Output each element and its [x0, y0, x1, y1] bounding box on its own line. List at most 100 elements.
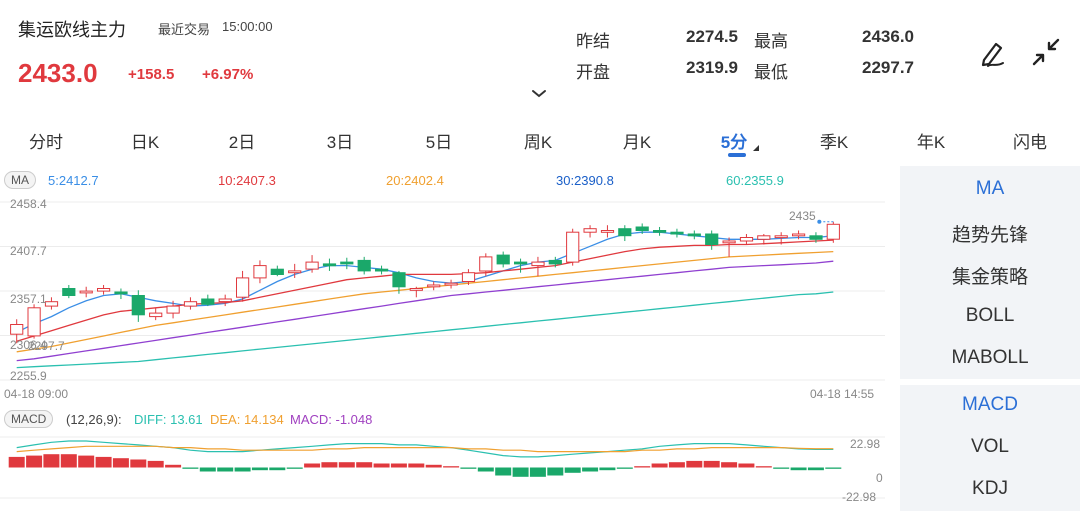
- candle-body: [444, 282, 458, 286]
- macd-bar: [721, 462, 738, 468]
- ma10-line: [16, 239, 834, 342]
- candle-body: [739, 237, 754, 242]
- macd-bar: [130, 459, 147, 468]
- macd-bar: [599, 467, 616, 471]
- candle-body: [514, 261, 528, 265]
- macd-bar: [26, 455, 43, 468]
- ma10-value: 10:2407.3: [218, 173, 276, 188]
- macd-bar: [790, 467, 807, 471]
- candle-body: [722, 240, 736, 244]
- candle-body: [705, 233, 719, 245]
- macd-bar: [373, 463, 390, 468]
- ma60-value: 60:2355.9: [726, 173, 784, 188]
- ma5-line: [16, 231, 834, 333]
- tab-2day[interactable]: 2日: [228, 133, 256, 152]
- macd-bar: [495, 467, 512, 476]
- candle-body: [340, 261, 354, 265]
- macd-bar: [443, 466, 460, 468]
- macd-bar: [616, 467, 633, 469]
- candle-body: [201, 298, 215, 305]
- candle-body: [826, 223, 840, 240]
- tab-monthly-k[interactable]: 月K: [622, 133, 652, 152]
- macd-bar: [651, 463, 668, 468]
- candle-body: [270, 268, 284, 275]
- open-value: 2319.9: [686, 58, 738, 77]
- macd-bar: [182, 467, 199, 469]
- indicator-maboll[interactable]: MABOLL: [951, 347, 1029, 368]
- price-change: +158.5: [128, 66, 175, 83]
- y-axis-top-label: 2458.4: [10, 197, 47, 211]
- macd-axis-top: 22.98: [850, 437, 881, 451]
- tab-dropdown-caret-icon[interactable]: [753, 145, 759, 151]
- ma60-line: [16, 291, 834, 369]
- macd-diff-line: [16, 440, 834, 458]
- macd-bar: [60, 454, 77, 468]
- macd-bar: [582, 467, 599, 472]
- indicator-kdj[interactable]: KDJ: [972, 478, 1008, 499]
- candle-body: [774, 235, 788, 239]
- tab-yearly-k[interactable]: 年K: [916, 133, 946, 152]
- ma30-line: [16, 260, 834, 362]
- indicator-boll[interactable]: BOLL: [965, 305, 1015, 326]
- candle-body: [79, 290, 93, 294]
- tab-5day[interactable]: 5日: [425, 133, 453, 152]
- indicator-vol[interactable]: VOL: [970, 436, 1010, 457]
- candle-body: [253, 265, 267, 279]
- ma-badge[interactable]: MA: [4, 171, 36, 189]
- macd-axis-zero: 0: [876, 471, 883, 485]
- macd-bar: [477, 467, 494, 472]
- active-tab-indicator: [728, 153, 746, 157]
- macd-bar: [529, 467, 546, 477]
- candle-body: [566, 231, 580, 263]
- collapse-icon[interactable]: [1030, 36, 1062, 68]
- indicator-trend-pioneer[interactable]: 趋势先锋: [951, 225, 1028, 246]
- kline-chart[interactable]: [0, 190, 900, 511]
- macd-bar: [8, 456, 25, 468]
- macd-bar: [634, 466, 651, 468]
- macd-bar: [738, 463, 755, 468]
- macd-bar: [338, 462, 355, 468]
- tab-flash[interactable]: 闪电: [1013, 133, 1047, 152]
- candle-body: [479, 256, 493, 272]
- current-price: 2433.0: [18, 58, 98, 88]
- candle-body: [62, 288, 76, 296]
- indicator-ma[interactable]: MA: [975, 178, 1005, 199]
- tab-daily-k[interactable]: 日K: [130, 133, 160, 152]
- tab-timeshare[interactable]: 分时: [29, 133, 63, 152]
- macd-legend: MACD (12,26,9): DIFF: 13.61 DEA: 14.134 …: [0, 408, 900, 432]
- indicator-gold-strategy[interactable]: 集金策略: [951, 267, 1028, 288]
- candle-body: [149, 312, 163, 318]
- candle-body: [583, 228, 597, 233]
- indicator-macd[interactable]: MACD: [962, 394, 1018, 415]
- macd-bar: [217, 467, 234, 472]
- ma20-value: 20:2402.4: [386, 173, 444, 188]
- time-axis-end: 04-18 14:55: [810, 387, 875, 401]
- time-axis-start: 04-18 09:00: [4, 387, 69, 401]
- macd-bar: [686, 460, 703, 468]
- macd-badge[interactable]: MACD: [4, 410, 54, 428]
- candle-body: [27, 307, 41, 337]
- indicator-panel: MA 趋势先锋 集金策略 BOLL MABOLL MACD VOL KDJ: [900, 166, 1080, 511]
- macd-bar: [390, 463, 407, 468]
- y-axis-upper-label: 2407.7: [10, 244, 47, 258]
- candle-body: [600, 230, 615, 233]
- candle-body: [97, 288, 111, 292]
- tab-weekly-k[interactable]: 周K: [523, 133, 553, 152]
- ma30-value: 30:2390.8: [556, 173, 614, 188]
- tab-3day[interactable]: 3日: [326, 133, 354, 152]
- tab-5min[interactable]: 5分: [720, 133, 748, 152]
- tab-quarterly-k[interactable]: 季K: [819, 133, 849, 152]
- low-value: 2297.7: [862, 58, 914, 77]
- high-label: 最高: [754, 32, 788, 51]
- prev-settle-value: 2274.5: [686, 27, 738, 46]
- macd-bar: [304, 463, 321, 468]
- chevron-down-icon[interactable]: [530, 88, 548, 100]
- macd-value: MACD: -1.048: [290, 412, 373, 427]
- draw-icon[interactable]: [976, 36, 1008, 68]
- panel-divider: [900, 379, 1080, 385]
- candle-body: [322, 263, 337, 267]
- candle-body: [653, 230, 667, 233]
- y-axis-bottom-label: 2255.9: [10, 369, 47, 383]
- candle-body: [305, 261, 319, 270]
- macd-bar: [807, 467, 824, 471]
